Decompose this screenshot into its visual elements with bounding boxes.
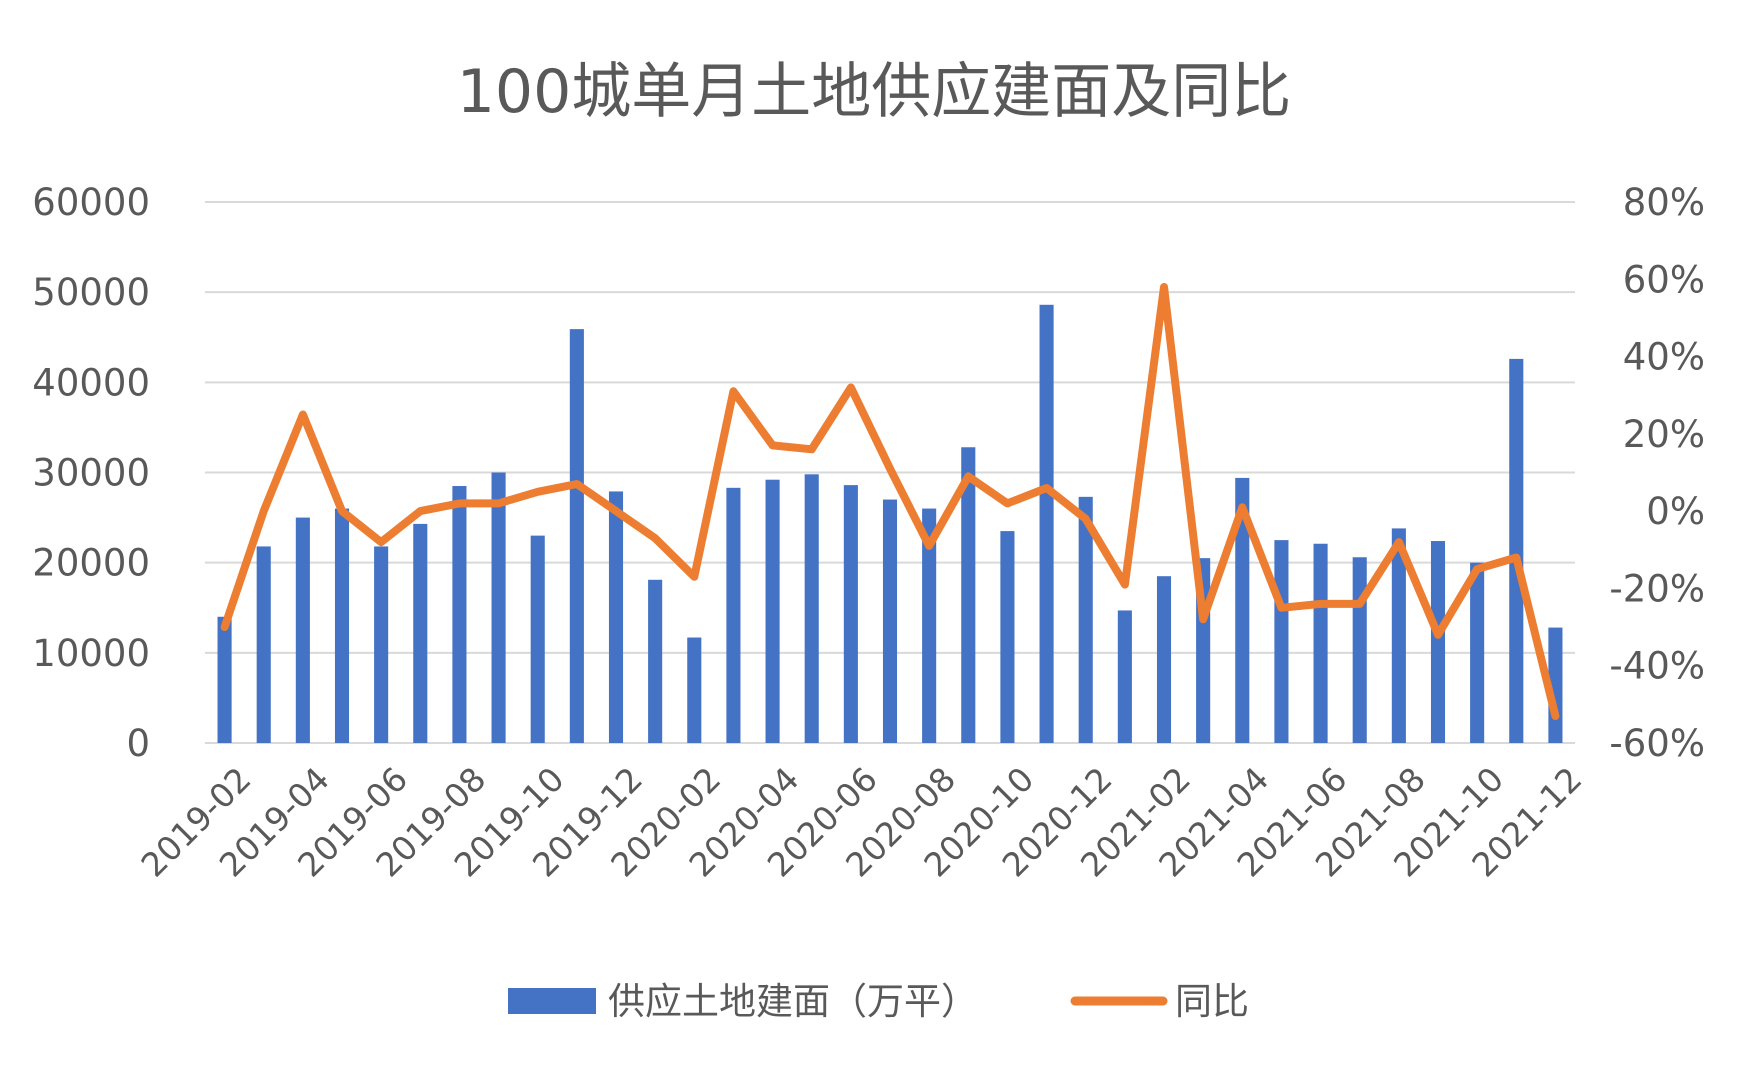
bar xyxy=(1039,304,1054,743)
bar xyxy=(1235,477,1250,743)
y-tick-label-right: -20% xyxy=(1609,567,1705,610)
bar xyxy=(256,546,271,743)
y-tick-label-left: 60000 xyxy=(32,181,150,224)
bar xyxy=(217,616,232,743)
y-tick-label-right: -60% xyxy=(1609,722,1705,765)
y-tick-label-left: 50000 xyxy=(32,271,150,314)
bar xyxy=(1509,358,1524,743)
bar xyxy=(1352,557,1367,743)
y-tick-label-right: 0% xyxy=(1646,490,1705,533)
y-tick-label-left: 20000 xyxy=(32,542,150,585)
y-axis-left: 0 10000 20000 30000 40000 50000 60000 xyxy=(32,181,150,765)
bar xyxy=(452,486,467,743)
y-tick-label-right: 80% xyxy=(1623,181,1705,224)
y-tick-label-right: 60% xyxy=(1623,258,1705,301)
bar xyxy=(1470,562,1485,743)
y-tick-label-left: 10000 xyxy=(32,632,150,675)
bar xyxy=(295,517,310,743)
bar-series xyxy=(217,304,1563,743)
bar xyxy=(765,479,780,743)
bar xyxy=(1078,496,1093,743)
bar xyxy=(648,579,663,743)
x-axis: 2019-022019-042019-062019-082019-102019-… xyxy=(133,759,1589,884)
bar xyxy=(569,329,584,743)
bar xyxy=(922,508,937,743)
y-tick-label-left: 40000 xyxy=(32,361,150,404)
bar xyxy=(687,637,702,743)
bar xyxy=(882,499,898,743)
legend: 供应土地建面（万平） 同比 xyxy=(508,980,1249,1023)
y-tick-label-right: -40% xyxy=(1609,645,1705,688)
legend-label-line: 同比 xyxy=(1175,980,1249,1023)
chart-title: 100城单月土地供应建面及同比 xyxy=(457,57,1292,127)
line-series xyxy=(220,283,1560,720)
bar xyxy=(1000,531,1015,743)
legend-label-bars: 供应土地建面（万平） xyxy=(608,980,978,1023)
yoy-line xyxy=(220,283,1560,720)
bar xyxy=(491,472,506,743)
bar xyxy=(334,508,350,743)
bar xyxy=(1313,543,1328,743)
bar xyxy=(961,447,976,743)
bar xyxy=(374,546,389,743)
bar xyxy=(1391,528,1406,743)
bar xyxy=(1430,541,1446,743)
y-tick-label-left: 0 xyxy=(126,722,150,765)
y-tick-label-left: 30000 xyxy=(32,452,150,495)
bar xyxy=(843,485,858,743)
bar xyxy=(608,491,624,743)
bar xyxy=(1274,540,1289,743)
y-tick-label-right: 20% xyxy=(1623,413,1705,456)
legend-swatch-bars xyxy=(508,988,596,1014)
bar xyxy=(413,523,428,743)
bar xyxy=(1156,576,1172,743)
bar xyxy=(1117,610,1132,743)
bar xyxy=(530,535,545,743)
bar xyxy=(726,487,741,743)
y-axis-right: -60% -40% -20% 0% 20% 40% 60% 80% xyxy=(1609,181,1705,765)
bar xyxy=(804,474,819,743)
y-tick-label-right: 40% xyxy=(1623,336,1705,379)
